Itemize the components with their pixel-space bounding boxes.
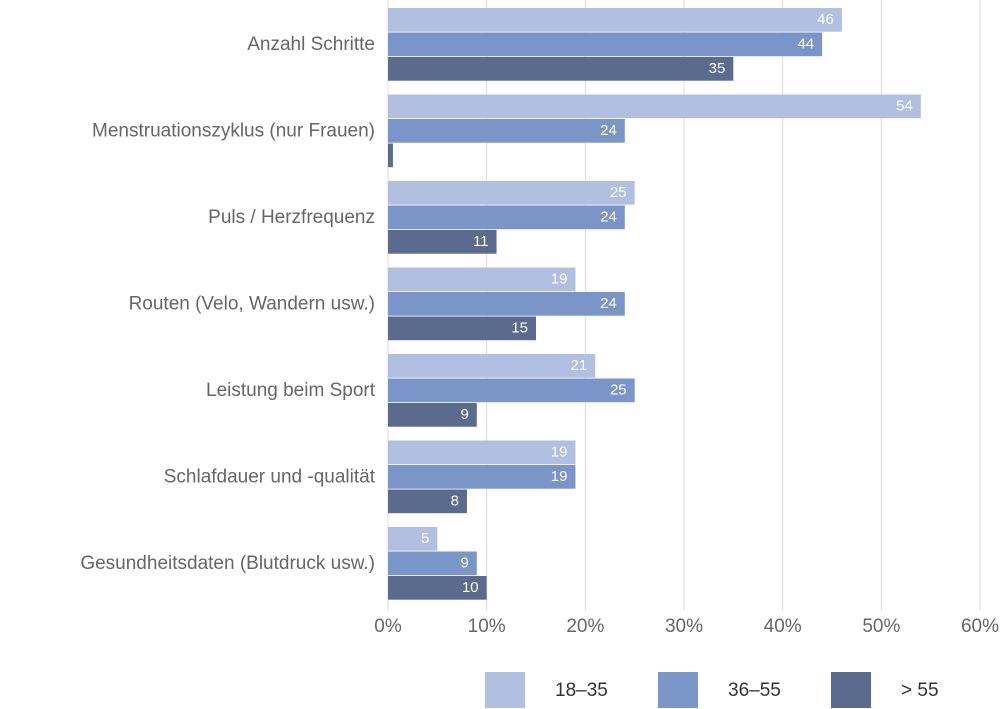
legend-swatch (831, 672, 871, 708)
bar (388, 440, 576, 465)
bar (388, 378, 635, 403)
category-label: Schlafdauer und -qualität (164, 466, 376, 487)
category-label: Anzahl Schritte (247, 34, 375, 55)
data-label: 19 (551, 468, 568, 485)
data-label: 24 (600, 122, 617, 139)
bar (388, 465, 576, 489)
x-tick-label: 10% (468, 616, 506, 637)
bar (388, 316, 536, 341)
bar (388, 267, 576, 292)
category-label: Gesundheitsdaten (Blutdruck usw.) (80, 553, 375, 574)
data-label: 54 (896, 98, 913, 115)
category-label: Routen (Velo, Wandern usw.) (129, 293, 375, 314)
bar (388, 403, 477, 427)
bar (388, 576, 487, 600)
data-label: 24 (600, 209, 617, 226)
x-tick-label: 0% (374, 616, 402, 637)
bar (388, 551, 477, 576)
data-label: 35 (709, 60, 726, 77)
data-label: 46 (817, 11, 834, 28)
data-label: 9 (460, 555, 468, 572)
data-label: 24 (600, 295, 617, 312)
data-label: 25 (610, 184, 627, 201)
data-label: 25 (610, 382, 627, 399)
x-tick-label: 30% (665, 616, 703, 637)
x-tick-label: 50% (862, 616, 900, 637)
bar (388, 8, 842, 32)
data-label: 10 (462, 579, 479, 596)
legend-label: 36–55 (728, 680, 781, 701)
data-label: 19 (551, 444, 568, 461)
data-label: 15 (511, 320, 528, 337)
data-label: 11 (473, 233, 489, 250)
x-tick-label: 20% (566, 616, 604, 637)
legend-swatch (485, 672, 525, 708)
bar (388, 119, 625, 143)
bar (388, 489, 467, 514)
data-label: 21 (571, 357, 588, 374)
bar (388, 205, 625, 230)
category-label: Leistung beim Sport (206, 380, 376, 401)
legend-label: > 55 (901, 680, 939, 701)
category-label: Puls / Herzfrequenz (208, 207, 375, 228)
bar (388, 32, 823, 57)
bar (388, 354, 596, 378)
bar (388, 57, 734, 81)
data-label: 44 (797, 36, 814, 53)
x-tick-label: 60% (961, 616, 999, 637)
legend-label: 18–35 (555, 680, 608, 701)
bar (388, 230, 497, 254)
bar (388, 181, 635, 205)
category-label: Menstruationszyklus (nur Frauen) (92, 120, 375, 141)
data-label: 19 (551, 271, 568, 288)
bar (388, 94, 921, 119)
legend-swatch (658, 672, 698, 708)
data-label: 5 (421, 530, 429, 547)
bar (388, 143, 393, 168)
data-label: 9 (460, 406, 468, 423)
bar (388, 527, 438, 551)
x-tick-label: 40% (764, 616, 802, 637)
data-label: 8 (451, 493, 459, 510)
bar (388, 292, 625, 316)
